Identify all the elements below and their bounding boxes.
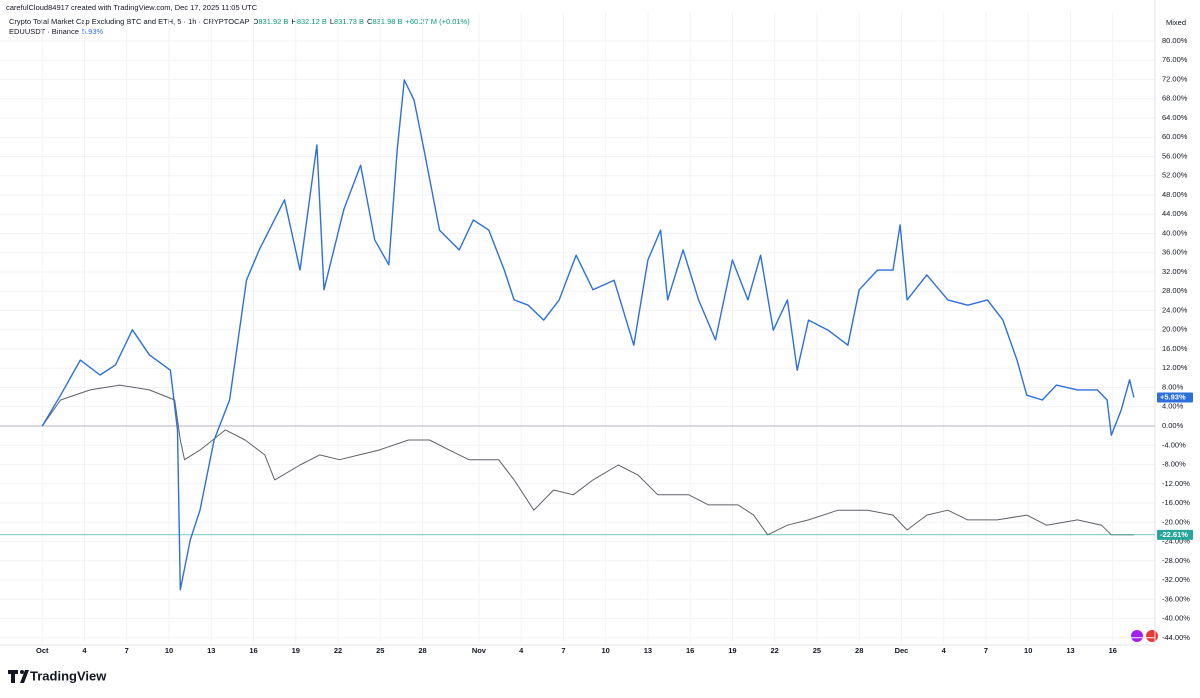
x-tick-label: 10 xyxy=(1024,646,1032,655)
legend-text: +60.27 M (+0.01%) xyxy=(406,17,471,26)
legend-text: 831.92 B xyxy=(258,17,288,26)
y-tick-label: 80.00% xyxy=(1162,36,1188,45)
y-tick-label: -32.00% xyxy=(1162,575,1190,584)
y-tick-label: 0.00% xyxy=(1162,421,1184,430)
x-tick-label: 25 xyxy=(376,646,384,655)
legend-text: H xyxy=(291,17,296,26)
x-tick-label: Oct xyxy=(36,646,49,655)
y-tick-label: -20.00% xyxy=(1162,517,1190,526)
y-tick-label: -40.00% xyxy=(1162,614,1190,623)
x-tick-label: 4 xyxy=(942,646,947,655)
x-tick-label: 10 xyxy=(601,646,609,655)
last-value-label: -22.61% xyxy=(1160,530,1188,539)
legend-entry: EDUUSDT · Binance 5.93% xyxy=(9,27,103,36)
y-tick-label: 44.00% xyxy=(1162,209,1188,218)
x-tick-label: 16 xyxy=(249,646,257,655)
y-tick-label: -24.00% xyxy=(1162,537,1190,546)
x-tick-label: 28 xyxy=(855,646,863,655)
legend-text: EDUUSDT · Binance xyxy=(9,27,79,36)
x-tick-label: 13 xyxy=(1066,646,1074,655)
x-tick-label: Nov xyxy=(472,646,487,655)
y-tick-label: 76.00% xyxy=(1162,55,1188,64)
y-tick-label: -8.00% xyxy=(1162,460,1186,469)
x-tick-label: 16 xyxy=(686,646,694,655)
y-tick-label: -44.00% xyxy=(1162,633,1190,642)
x-tick-label: 13 xyxy=(207,646,215,655)
legend-text: 5.93% xyxy=(82,27,104,36)
x-tick-label: Dec xyxy=(895,646,909,655)
y-tick-label: 72.00% xyxy=(1162,74,1188,83)
y-tick-label: -16.00% xyxy=(1162,498,1190,507)
credit: carefulCloud84917 created with TradingVi… xyxy=(6,3,258,12)
legend-entry: Crypto Total Market Cap Excluding BTC an… xyxy=(9,17,470,26)
x-tick-label: 19 xyxy=(292,646,300,655)
y-tick-label: 8.00% xyxy=(1162,382,1184,391)
x-tick-label: 19 xyxy=(728,646,736,655)
y-tick-label: 4.00% xyxy=(1162,402,1184,411)
y-tick-label: 28.00% xyxy=(1162,286,1188,295)
legend-text: L xyxy=(330,17,334,26)
icon[interactable] xyxy=(1131,630,1143,642)
y-tick-label: -36.00% xyxy=(1162,594,1190,603)
y-tick-label: 40.00% xyxy=(1162,228,1188,237)
x-tick-label: 16 xyxy=(1109,646,1117,655)
y-tick-label: 20.00% xyxy=(1162,325,1188,334)
y-tick-label: 52.00% xyxy=(1162,171,1188,180)
brand-logo: TradingView xyxy=(8,668,107,683)
last-value-box xyxy=(1157,529,1193,540)
x-tick-label: 28 xyxy=(418,646,426,655)
brand: TradingView xyxy=(30,668,107,683)
scale-mode: Mixed xyxy=(1166,18,1186,27)
x-tick-label: 7 xyxy=(561,646,565,655)
x-tick-label: 13 xyxy=(644,646,652,655)
y-tick-label: 68.00% xyxy=(1162,94,1188,103)
x-tick-label: 10 xyxy=(165,646,173,655)
x-tick-label: 4 xyxy=(82,646,87,655)
legend-text: 832.12 B xyxy=(297,17,327,26)
y-tick-label: -12.00% xyxy=(1162,479,1190,488)
last-value-box xyxy=(1157,392,1193,403)
x-tick-label: 4 xyxy=(519,646,524,655)
y-tick-label: 32.00% xyxy=(1162,267,1188,276)
x-tick-label: 7 xyxy=(125,646,129,655)
icon[interactable] xyxy=(1146,630,1158,642)
y-tick-label: 48.00% xyxy=(1162,190,1188,199)
legend-text: C xyxy=(367,17,373,26)
y-tick-label: 56.00% xyxy=(1162,151,1188,160)
legend-text: Crypto Total Market Cap Excluding BTC an… xyxy=(9,17,250,26)
y-tick-label: 36.00% xyxy=(1162,248,1188,257)
y-tick-label: -28.00% xyxy=(1162,556,1190,565)
logo-shape xyxy=(8,670,29,683)
x-tick-label: 25 xyxy=(813,646,821,655)
y-tick-label: 60.00% xyxy=(1162,132,1188,141)
x-tick-label: 22 xyxy=(334,646,342,655)
legend-text: 831.73 B xyxy=(334,17,364,26)
y-tick-label: -4.00% xyxy=(1162,440,1186,449)
last-value-label: +5.93% xyxy=(1160,392,1186,401)
logo-dot xyxy=(20,670,24,674)
series-line xyxy=(41,384,1134,536)
legend-text: O xyxy=(253,17,259,26)
y-tick-label: 24.00% xyxy=(1162,305,1188,314)
series-line xyxy=(41,79,1135,591)
x-tick-label: 22 xyxy=(771,646,779,655)
y-tick-label: 12.00% xyxy=(1162,363,1188,372)
legend-text: 831.98 B xyxy=(372,17,402,26)
y-tick-label: 64.00% xyxy=(1162,113,1188,122)
x-tick-label: 7 xyxy=(984,646,988,655)
legend: Crypto Total Market Cap Excluding BTC an… xyxy=(9,17,470,36)
y-tick-label: 16.00% xyxy=(1162,344,1188,353)
